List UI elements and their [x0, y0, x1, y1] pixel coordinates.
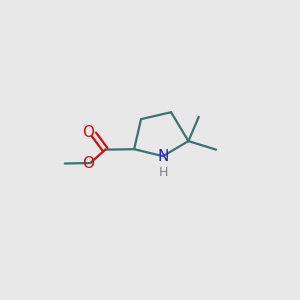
Text: O: O [82, 125, 94, 140]
Text: O: O [82, 156, 94, 171]
Text: H: H [158, 166, 168, 179]
Text: N: N [157, 148, 169, 164]
